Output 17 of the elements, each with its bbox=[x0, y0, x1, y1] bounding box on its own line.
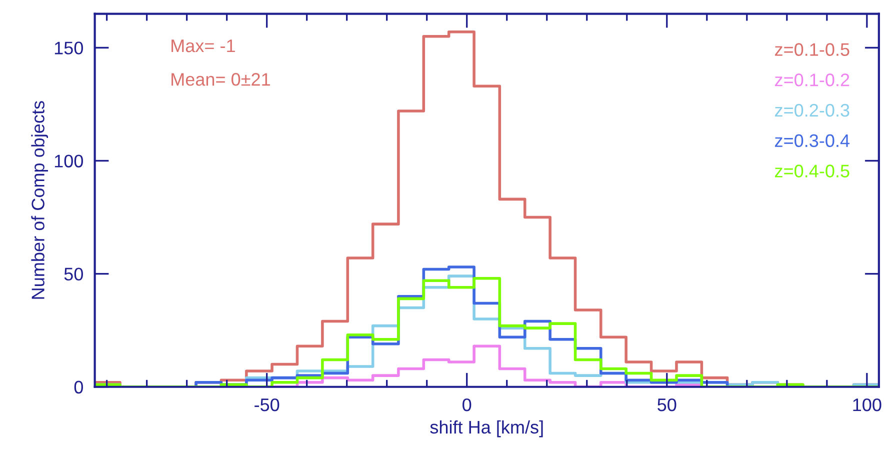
y-tick-label: 50 bbox=[64, 268, 83, 281]
text: z=0.1-0.5 bbox=[774, 43, 850, 56]
text: z=0.3-0.4 bbox=[774, 134, 850, 148]
y-axis-title: Number of Comp objects bbox=[31, 101, 48, 299]
y-tick-label: 100 bbox=[54, 154, 83, 168]
annotation: Mean= 0±21 bbox=[172, 73, 270, 86]
annotation: Max= -1 bbox=[172, 40, 235, 52]
x-tick-label: 0 bbox=[462, 398, 472, 412]
x-tick-label: -50 bbox=[254, 398, 280, 412]
x-tick-label: 100 bbox=[853, 398, 882, 412]
y-tick-label: 0 bbox=[74, 380, 83, 394]
y-tick-label: 150 bbox=[54, 42, 83, 54]
x-tick-label: 50 bbox=[658, 398, 676, 412]
text: z=0.1-0.2 bbox=[774, 74, 850, 86]
x-axis-title: shift Ha [km/s] bbox=[430, 420, 543, 438]
text: z=0.4-0.5 bbox=[774, 164, 850, 178]
text: z=0.2-0.3 bbox=[774, 104, 850, 117]
